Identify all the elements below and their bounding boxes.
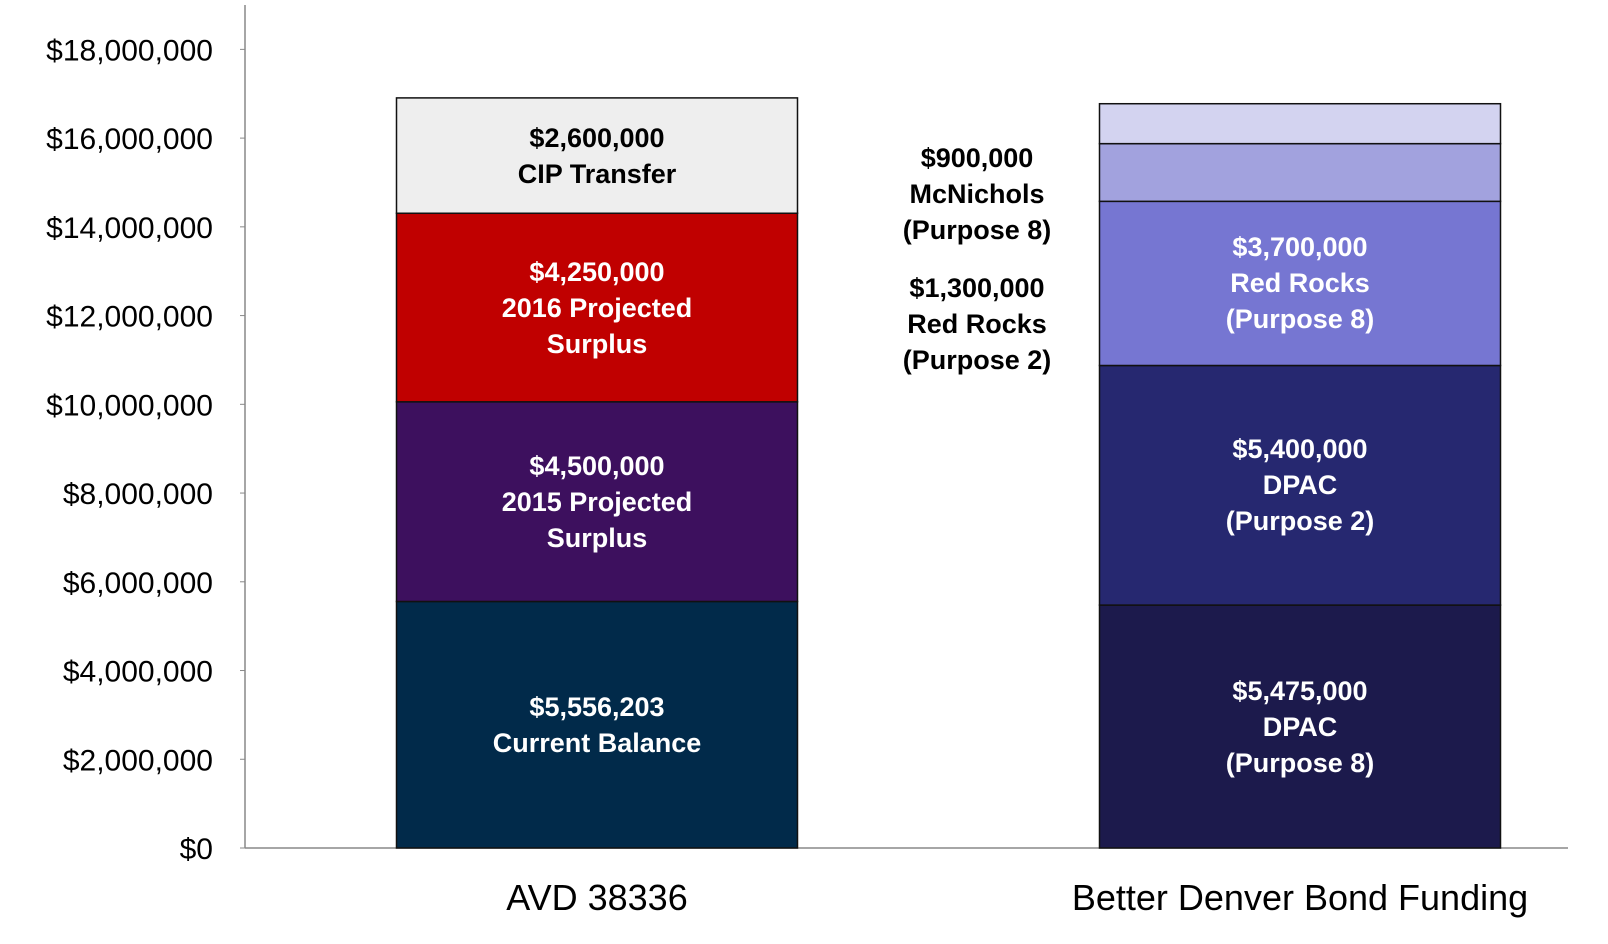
- bar-segment: [1098, 102, 1502, 145]
- segment-label: $3,700,000 Red Rocks (Purpose 8): [1205, 229, 1395, 337]
- segment-name-label: CIP Transfer: [517, 158, 677, 189]
- segment-label: $1,300,000 Red Rocks (Purpose 2): [882, 270, 1072, 378]
- segment-label: $2,600,000 CIP Transfer: [467, 120, 727, 192]
- segment-value-label: $4,500,000: [529, 450, 665, 481]
- segment-label: $4,500,000 2015 Projected Surplus: [467, 448, 727, 556]
- segment-value-label: $4,250,000: [529, 256, 665, 287]
- bar-segment: [395, 600, 799, 849]
- x-tick-label: AVD 38336: [506, 877, 687, 918]
- segment-name-label: DPAC (Purpose 2): [1225, 470, 1375, 537]
- segment-label: $900,000 McNichols (Purpose 8): [882, 140, 1072, 248]
- segment-value-label: $5,400,000: [1232, 434, 1368, 465]
- segment-label: $4,250,000 2016 Projected Surplus: [467, 254, 727, 362]
- segment-value-label: $3,700,000: [1232, 232, 1368, 263]
- bar-segment: [1098, 604, 1502, 849]
- y-tick-label: $12,000,000: [46, 301, 213, 334]
- y-tick-label: $4,000,000: [63, 656, 213, 689]
- y-tick-label: $16,000,000: [46, 123, 213, 156]
- segment-value-label: $5,475,000: [1232, 675, 1368, 706]
- y-tick-label: $0: [180, 833, 213, 866]
- segment-label: $5,475,000 DPAC (Purpose 8): [1205, 673, 1395, 781]
- bar-segment: [1098, 364, 1502, 606]
- bar-segment: [395, 401, 799, 603]
- segment-name-label: McNichols (Purpose 8): [902, 179, 1052, 245]
- y-tick-label: $6,000,000: [63, 567, 213, 600]
- segment-value-label: $900,000: [920, 143, 1034, 173]
- x-tick-label: Better Denver Bond Funding: [1072, 877, 1528, 918]
- segment-value-label: $5,556,203: [529, 691, 665, 722]
- segment-label: $5,400,000 DPAC (Purpose 2): [1205, 431, 1395, 539]
- segment-name-label: 2015 Projected Surplus: [501, 486, 693, 553]
- y-tick-label: $18,000,000: [46, 34, 213, 67]
- segment-label: $5,556,203 Current Balance: [467, 689, 727, 761]
- y-tick-label: $14,000,000: [46, 212, 213, 245]
- y-tick-label: $8,000,000: [63, 478, 213, 511]
- bar-segment: [395, 212, 799, 403]
- segment-value-label: $2,600,000: [529, 122, 665, 153]
- segment-name-label: Red Rocks (Purpose 2): [902, 309, 1052, 375]
- segment-name-label: Current Balance: [492, 727, 702, 758]
- segment-name-label: DPAC (Purpose 8): [1225, 711, 1375, 778]
- bar-segment: [1098, 200, 1502, 367]
- y-tick-label: $2,000,000: [63, 744, 213, 777]
- y-tick-label: $10,000,000: [46, 389, 213, 422]
- bar-segment: [1098, 142, 1502, 203]
- bar-segment: [395, 97, 799, 215]
- segment-name-label: 2016 Projected Surplus: [501, 292, 693, 359]
- segment-name-label: Red Rocks (Purpose 8): [1225, 268, 1375, 335]
- segment-value-label: $1,300,000: [909, 273, 1045, 303]
